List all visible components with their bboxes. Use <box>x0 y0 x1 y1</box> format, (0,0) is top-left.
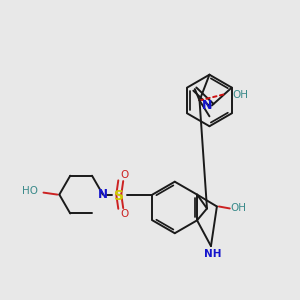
Text: NH: NH <box>204 249 222 259</box>
Text: N: N <box>98 188 108 201</box>
Text: OH: OH <box>231 203 247 214</box>
Text: S: S <box>114 189 124 202</box>
Text: OH: OH <box>232 89 248 100</box>
Text: O: O <box>121 170 129 180</box>
Text: O: O <box>121 209 129 219</box>
Text: N: N <box>202 99 212 112</box>
Text: HO: HO <box>22 186 38 196</box>
